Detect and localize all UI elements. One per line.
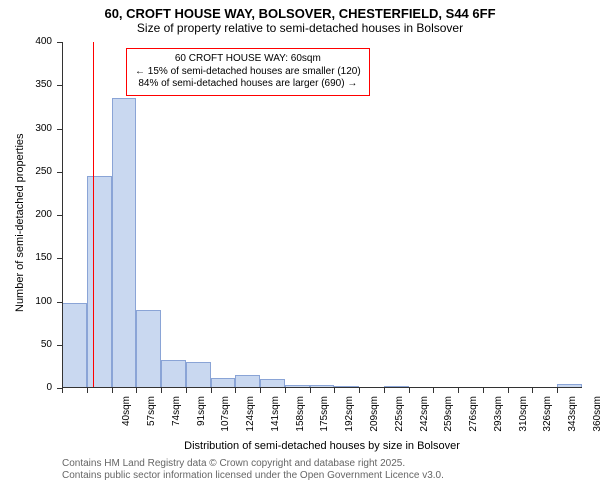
x-tick-mark <box>87 388 88 393</box>
x-tick-label: 293sqm <box>493 396 504 446</box>
y-tick-label: 50 <box>0 339 52 350</box>
x-tick-mark <box>310 388 311 393</box>
x-tick-mark <box>409 388 410 393</box>
x-tick-mark <box>359 388 360 393</box>
reference-line <box>93 42 94 388</box>
x-axis-line <box>62 387 582 388</box>
x-tick-mark <box>285 388 286 393</box>
x-tick-mark <box>384 388 385 393</box>
x-tick-label: 158sqm <box>295 396 306 446</box>
x-tick-mark <box>112 388 113 393</box>
histogram-bar <box>112 98 137 388</box>
y-tick-label: 300 <box>0 123 52 134</box>
x-tick-label: 225sqm <box>394 396 405 446</box>
y-tick-mark <box>57 172 62 173</box>
x-tick-mark <box>161 388 162 393</box>
x-tick-label: 124sqm <box>245 396 256 446</box>
histogram-bar <box>186 362 211 388</box>
x-tick-mark <box>458 388 459 393</box>
y-tick-mark <box>57 42 62 43</box>
histogram-chart: 60, CROFT HOUSE WAY, BOLSOVER, CHESTERFI… <box>0 0 600 500</box>
y-axis-line <box>62 42 63 388</box>
y-tick-mark <box>57 85 62 86</box>
legend-line: ← 15% of semi-detached houses are smalle… <box>135 66 361 79</box>
x-tick-mark <box>62 388 63 393</box>
x-tick-label: 57sqm <box>146 396 157 446</box>
histogram-bar <box>62 303 87 388</box>
histogram-bar <box>136 310 161 388</box>
y-tick-mark <box>57 129 62 130</box>
attribution: Contains HM Land Registry data © Crown c… <box>62 458 444 482</box>
x-tick-mark <box>508 388 509 393</box>
legend-box: 60 CROFT HOUSE WAY: 60sqm ← 15% of semi-… <box>126 48 370 96</box>
legend-line: 84% of semi-detached houses are larger (… <box>135 78 361 91</box>
attribution-line: Contains public sector information licen… <box>62 470 444 482</box>
x-tick-label: 360sqm <box>592 396 600 446</box>
x-tick-label: 310sqm <box>518 396 529 446</box>
x-tick-label: 91sqm <box>196 396 207 446</box>
histogram-bar <box>161 360 186 388</box>
x-tick-label: 107sqm <box>220 396 231 446</box>
x-tick-label: 276sqm <box>468 396 479 446</box>
x-tick-label: 326sqm <box>542 396 553 446</box>
x-tick-mark <box>211 388 212 393</box>
y-tick-label: 200 <box>0 209 52 220</box>
x-tick-mark <box>483 388 484 393</box>
y-tick-mark <box>57 302 62 303</box>
chart-title: 60, CROFT HOUSE WAY, BOLSOVER, CHESTERFI… <box>0 6 600 21</box>
x-tick-mark <box>433 388 434 393</box>
x-tick-label: 209sqm <box>369 396 380 446</box>
y-tick-label: 400 <box>0 36 52 47</box>
x-tick-mark <box>557 388 558 393</box>
x-tick-mark <box>334 388 335 393</box>
x-tick-mark <box>186 388 187 393</box>
x-tick-label: 40sqm <box>121 396 132 446</box>
y-tick-mark <box>57 258 62 259</box>
x-tick-label: 141sqm <box>270 396 281 446</box>
y-tick-label: 250 <box>0 166 52 177</box>
legend-line: 60 CROFT HOUSE WAY: 60sqm <box>135 53 361 66</box>
y-axis-label: Number of semi-detached properties <box>14 133 26 312</box>
x-tick-label: 343sqm <box>567 396 578 446</box>
x-tick-label: 242sqm <box>419 396 430 446</box>
attribution-line: Contains HM Land Registry data © Crown c… <box>62 458 444 470</box>
chart-subtitle: Size of property relative to semi-detach… <box>0 21 600 35</box>
x-tick-mark <box>235 388 236 393</box>
chart-header: 60, CROFT HOUSE WAY, BOLSOVER, CHESTERFI… <box>0 0 600 35</box>
x-tick-mark <box>260 388 261 393</box>
x-tick-mark <box>532 388 533 393</box>
y-tick-mark <box>57 215 62 216</box>
y-tick-label: 100 <box>0 296 52 307</box>
x-tick-label: 74sqm <box>171 396 182 446</box>
histogram-bar <box>87 176 112 388</box>
y-tick-label: 0 <box>0 382 52 393</box>
y-tick-label: 350 <box>0 79 52 90</box>
y-tick-mark <box>57 345 62 346</box>
x-tick-label: 175sqm <box>319 396 330 446</box>
x-axis-label: Distribution of semi-detached houses by … <box>62 440 582 452</box>
x-tick-label: 259sqm <box>443 396 454 446</box>
x-tick-label: 192sqm <box>344 396 355 446</box>
y-tick-label: 150 <box>0 252 52 263</box>
x-tick-mark <box>136 388 137 393</box>
